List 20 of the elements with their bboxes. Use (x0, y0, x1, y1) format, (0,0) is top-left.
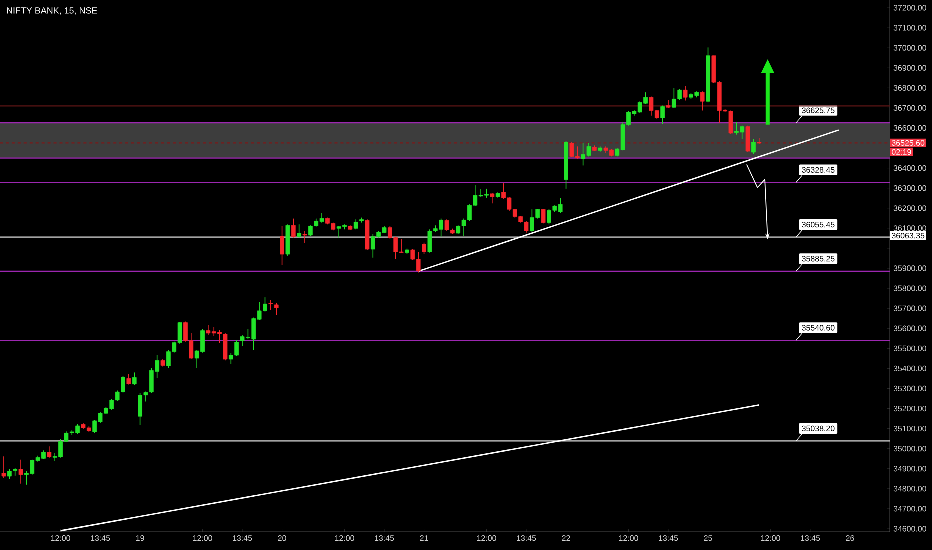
candlestick (18, 459, 24, 484)
candlestick (2, 456, 6, 479)
candlestick (302, 230, 308, 244)
candlestick (268, 300, 274, 311)
text: NIFTY BANK, 15, NSE (7, 8, 98, 15)
candlestick (297, 224, 302, 238)
candlestick (274, 302, 279, 316)
candlestick (700, 91, 705, 112)
candlestick (7, 468, 12, 480)
candlestick (291, 218, 296, 238)
candlestick (490, 192, 495, 204)
candlestick (541, 208, 546, 224)
candlestick (660, 105, 666, 125)
candlestick (47, 446, 52, 459)
candlestick (132, 372, 137, 386)
candlestick (280, 226, 284, 266)
candlestick (354, 219, 358, 230)
candlestick (683, 86, 688, 102)
candlestick (422, 242, 426, 255)
candlestick (752, 138, 756, 154)
